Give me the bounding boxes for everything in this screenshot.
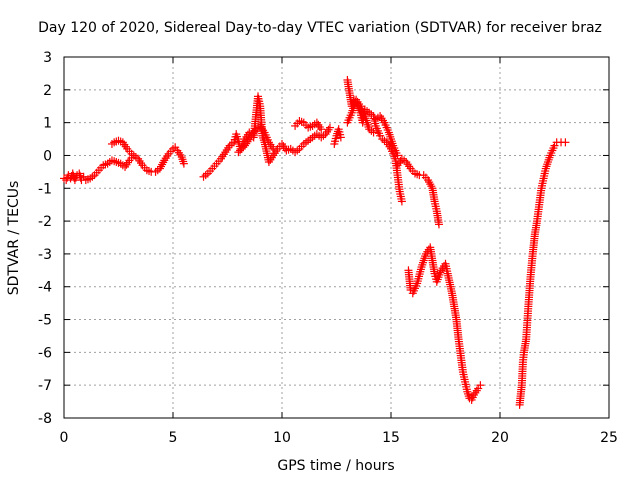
data-point [363,120,372,129]
data-point [237,144,246,153]
data-point [336,133,345,142]
data-point [246,133,255,142]
data-point [293,146,302,155]
data-point [434,220,443,229]
data-point [157,162,166,171]
data-point [426,180,435,189]
data-point [325,123,334,132]
x-tick-label: 10 [273,430,291,446]
data-point [424,176,433,185]
data-point [179,159,188,168]
data-point [158,160,167,169]
data-point [543,158,552,167]
data-point [236,146,245,155]
data-point [543,160,552,169]
data-point [201,171,210,180]
x-tick-label: 25 [600,430,618,446]
x-axis-ticks: 0 5 10 15 20 25 [60,57,618,446]
data-point [386,132,395,141]
y-tick-label: -8 [38,411,52,427]
y-tick-label: -1 [38,181,52,197]
data-point [317,125,326,134]
data-point [476,381,485,390]
data-point [380,136,389,145]
data-point [464,389,473,398]
x-axis-label: GPS time / hours [277,458,394,474]
y-tick-label: -2 [38,214,52,230]
y-tick-label: 3 [43,50,52,66]
data-point [110,138,119,147]
y-axis-label: SDTVAR / TECUs [6,181,22,296]
data-point [419,256,428,265]
y-tick-label: 0 [43,148,52,164]
data-point [393,151,402,160]
plot-frame [63,56,610,419]
data-point [397,197,406,206]
data-point [561,138,570,147]
data-point [425,178,434,187]
x-tick-label: 15 [382,430,400,446]
data-point [427,182,436,191]
data-point [545,153,554,162]
y-tick-label: 1 [43,116,52,132]
data-point [418,260,427,269]
data-point [155,164,164,173]
data-series [60,75,570,409]
data-point [369,128,378,137]
data-point [178,155,187,164]
data-point [159,158,168,167]
y-tick-label: -6 [38,345,52,361]
x-tick-label: 20 [491,430,509,446]
chart-title: Day 120 of 2020, Sidereal Day-to-day VTE… [38,20,602,36]
y-tick-label: -7 [38,378,52,394]
y-axis-ticks: -8 -7 -6 -5 -4 -3 -2 -1 0 1 2 3 [38,50,609,427]
grid [64,57,609,418]
y-tick-label: 2 [43,83,52,99]
data-point [319,131,328,140]
data-point [385,130,394,139]
data-point [418,258,427,267]
x-tick-label: 0 [60,430,69,446]
y-tick-label: -4 [38,280,52,296]
data-point [127,149,136,158]
y-tick-label: -5 [38,313,52,329]
x-tick-label: 5 [169,430,178,446]
data-point [544,155,553,164]
y-tick-label: -3 [38,247,52,263]
data-point [542,162,551,171]
data-point [234,148,243,157]
data-point [269,144,278,153]
